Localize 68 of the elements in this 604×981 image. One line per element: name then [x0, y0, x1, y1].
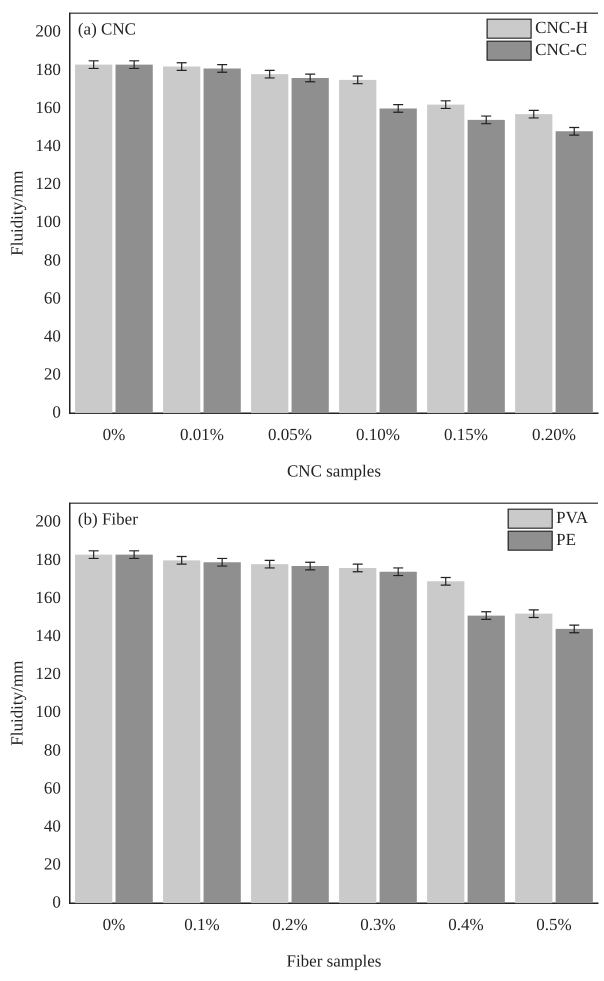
y-tick-label: 0	[52, 892, 61, 912]
chart-title: (b) Fiber	[78, 510, 138, 529]
x-tick-label: 0.4%	[448, 914, 484, 934]
y-tick-label: 60	[44, 778, 61, 798]
bar	[251, 564, 288, 904]
x-tick-label: 0.10%	[356, 424, 400, 444]
bar	[339, 568, 376, 904]
bar	[292, 566, 329, 904]
legend-label: PE	[556, 530, 576, 550]
y-tick-label: 80	[44, 740, 61, 760]
y-tick-label: 100	[35, 702, 61, 722]
y-tick-label: 20	[44, 854, 61, 874]
y-tick-label: 20	[44, 364, 61, 384]
x-tick-label: 0.01%	[180, 424, 224, 444]
bar	[116, 554, 153, 904]
chart-title: (a) CNC	[78, 20, 136, 39]
bar	[515, 614, 552, 904]
y-tick-label: 120	[35, 664, 61, 684]
y-tick-label: 160	[35, 98, 61, 117]
y-tick-label: 40	[44, 816, 61, 836]
bar	[556, 628, 593, 904]
y-tick-label: 140	[35, 626, 61, 645]
bar	[380, 108, 417, 414]
y-tick-label: 100	[35, 212, 61, 232]
x-tick-label: 0.2%	[272, 914, 308, 934]
x-tick-label: 0%	[102, 914, 126, 934]
bar	[380, 572, 417, 904]
x-tick-label: 0.20%	[532, 424, 576, 444]
y-tick-label: 140	[35, 136, 61, 155]
y-tick-label: 40	[44, 326, 61, 346]
x-axis-title: Fiber samples	[286, 951, 382, 970]
y-tick-label: 160	[35, 588, 61, 607]
bar	[163, 560, 200, 904]
x-tick-label: 0.3%	[360, 914, 396, 934]
bar	[468, 120, 505, 414]
y-tick-label: 80	[44, 250, 61, 270]
y-tick-label: 180	[35, 550, 61, 569]
legend-label: CNC-C	[535, 40, 588, 60]
bar	[75, 554, 112, 904]
x-axis-title: CNC samples	[286, 461, 381, 480]
bar	[75, 64, 112, 414]
y-tick-label: 200	[35, 22, 61, 41]
y-tick-label: 200	[35, 512, 61, 531]
y-tick-label: 180	[35, 60, 61, 79]
y-tick-label: 60	[44, 288, 61, 308]
bar	[515, 114, 552, 414]
bar	[427, 104, 464, 414]
bar	[204, 68, 241, 414]
x-tick-label: 0.5%	[536, 914, 572, 934]
bar	[204, 562, 241, 904]
bar	[163, 66, 200, 414]
bar	[427, 581, 464, 904]
legend-label: PVA	[556, 508, 589, 528]
y-tick-label: 120	[35, 174, 61, 194]
bar	[556, 131, 593, 414]
y-axis-title: Fluidity/mm	[8, 170, 27, 256]
bar	[468, 616, 505, 904]
x-tick-label: 0%	[102, 424, 126, 444]
x-tick-label: 0.05%	[268, 424, 312, 444]
bar	[339, 80, 376, 414]
legend-label: CNC-H	[535, 18, 588, 38]
y-tick-label: 0	[52, 402, 61, 422]
x-tick-label: 0.15%	[444, 424, 488, 444]
bar	[292, 78, 329, 414]
x-tick-label: 0.1%	[184, 914, 220, 934]
bar	[251, 74, 288, 414]
bar	[116, 64, 153, 414]
y-axis-title: Fluidity/mm	[8, 660, 27, 746]
